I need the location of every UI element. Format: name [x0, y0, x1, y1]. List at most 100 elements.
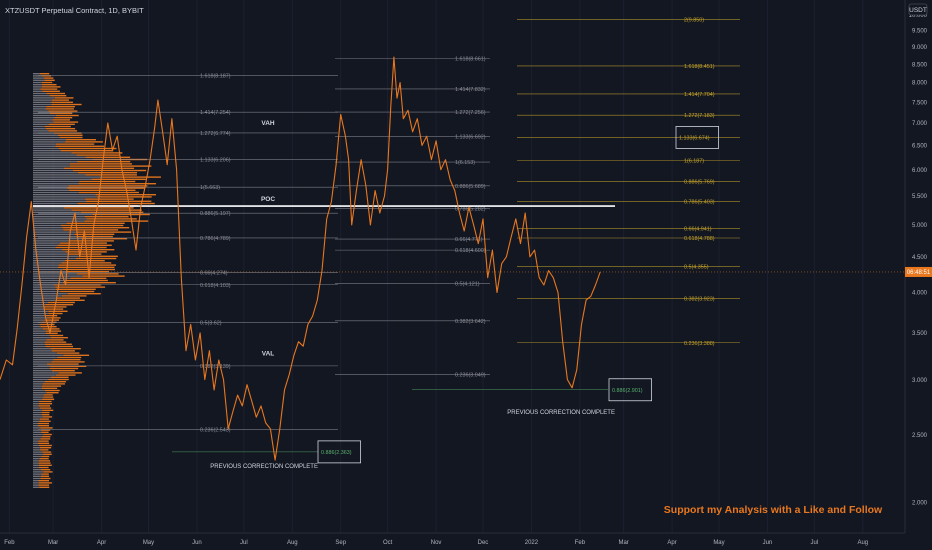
x-axis[interactable]: Feb Mar Apr May Jun Jul Aug Sep Oct Nov Dec 2022 Feb… [4, 540, 868, 546]
volume-bar-up [39, 73, 50, 75]
volume-bar-up [55, 286, 106, 288]
volume-bar-down [33, 455, 42, 458]
volume-bar-up [64, 141, 103, 143]
fib-level-label: 0.618(4.103) [200, 283, 231, 289]
volume-bar-up [63, 207, 134, 209]
volume-bar-up [46, 363, 79, 365]
volume-bar-up [70, 277, 107, 279]
volume-bar-up [61, 262, 112, 264]
volume-bar-down [33, 365, 50, 367]
fib-level-label: 0.382(3.139) [200, 364, 231, 370]
volume-bar-up [59, 136, 83, 139]
currency-badge-frame[interactable] [908, 3, 928, 16]
volume-bar-down [33, 449, 41, 451]
volume-bar-up [86, 200, 152, 202]
y-axis[interactable]: 2.000 2.500 3.000 3.500 4.000 4.500 5.000 5.500… [909, 13, 928, 506]
volume-bar-up [67, 187, 146, 189]
y-tick-label: 2.000 [912, 501, 928, 507]
volume-bar-down [33, 323, 40, 326]
volume-bar-down [33, 271, 67, 273]
x-tick-label: Feb [4, 540, 15, 546]
volume-bar-down [33, 308, 44, 310]
volume-bar-down [33, 288, 56, 290]
volume-bar-down [33, 394, 44, 396]
fib-level-label: 0.66(4.771) [455, 237, 483, 243]
volume-bar-down [33, 99, 52, 101]
y-tick-label: 7.000 [912, 121, 928, 127]
volume-bar-down [33, 207, 64, 209]
volume-bar-down [33, 88, 41, 90]
volume-bar-down [33, 345, 46, 348]
x-tick-label: Nov [431, 540, 442, 546]
volume-bar-up [97, 196, 152, 198]
volume-bar-up [41, 387, 58, 389]
fib-level-label: 1.272(7.256) [455, 110, 486, 116]
currency-badge[interactable]: USDT [909, 7, 927, 14]
volume-bar-down [33, 273, 77, 275]
volume-bar-down [33, 376, 51, 378]
volume-bar-up [50, 337, 68, 339]
highlight-boxes [317, 126, 719, 464]
volume-bar-up [76, 273, 119, 275]
volume-bar-down [33, 125, 45, 128]
volume-bar-down [33, 220, 85, 222]
fib-level-label: 0.786(5.282) [455, 206, 486, 212]
x-tick-label: Jul [240, 540, 248, 546]
volume-bar-up [66, 271, 110, 273]
volume-bar-down [33, 227, 63, 229]
volume-bar-up [55, 288, 96, 290]
volume-bar-down [33, 400, 40, 403]
volume-bar-up [41, 75, 52, 77]
fib-level-label: 0.5(4.355) [684, 265, 709, 271]
volume-bar-up [95, 194, 156, 196]
volume-bar-up [59, 242, 107, 244]
volume-bar-down [33, 374, 56, 376]
volume-bar-up [41, 473, 49, 475]
volume-bar-down [33, 244, 58, 246]
volume-bar-up [84, 220, 149, 222]
volume-bar-down [33, 235, 77, 238]
volume-bar-down [33, 286, 56, 288]
volume-bar-up [50, 348, 81, 350]
volume-bar-down [33, 95, 50, 97]
volume-bar-up [38, 484, 50, 486]
volume-bar-up [60, 290, 95, 293]
volume-bar-up [46, 339, 64, 341]
volume-bar-down [33, 405, 39, 407]
volume-bar-down [33, 191, 79, 194]
volume-bar-up [63, 229, 119, 231]
volume-bar-down [33, 471, 44, 473]
volume-bar-up [51, 370, 75, 372]
volume-bar-up [45, 128, 76, 130]
volume-bar-down [33, 416, 43, 418]
volume-bar-up [41, 436, 51, 438]
volume-bar-down [33, 420, 40, 422]
volume-bar-down [33, 427, 41, 429]
volume-bar-up [38, 482, 52, 484]
fib-level-label: 2(9.850) [684, 18, 704, 24]
y-tick-label: 4.000 [912, 291, 928, 297]
fib-level-label: 1.133(6.692) [455, 135, 486, 141]
volume-bar-down [33, 334, 50, 337]
x-tick-label: 2022 [525, 540, 539, 546]
volume-bar-up [46, 315, 58, 317]
volume-bar-up [78, 183, 157, 185]
symbol-title[interactable]: XTZUSDT Perpetual Contract, 1D, BYBIT [5, 6, 144, 15]
volume-bar-down [33, 411, 42, 414]
x-tick-label: Aug [287, 540, 298, 546]
fib-level-label: 1.414(7.832) [455, 87, 486, 93]
volume-bar-down [33, 385, 42, 387]
volume-bar-up [49, 112, 73, 114]
volume-bar-up [84, 216, 129, 218]
volume-bar-down [33, 297, 57, 299]
volume-bar-up [61, 295, 87, 297]
volume-bar-down [33, 350, 52, 352]
volume-bar-up [38, 405, 51, 407]
volume-bar-up [38, 425, 50, 427]
x-tick-label: Aug [857, 540, 868, 546]
volume-bar-down [33, 231, 76, 233]
volume-bar-up [44, 79, 55, 81]
volume-bar-up [85, 174, 137, 176]
